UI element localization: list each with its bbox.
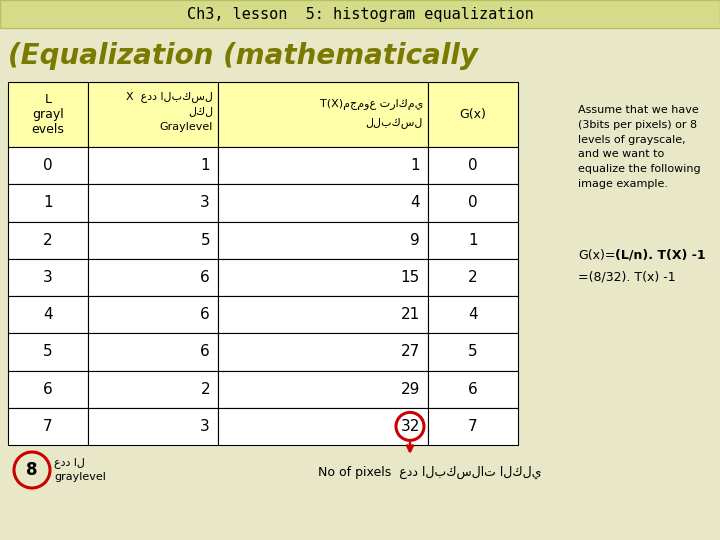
- Text: 6: 6: [200, 345, 210, 360]
- Text: لكل: لكل: [188, 106, 213, 117]
- Bar: [428, 82, 518, 147]
- Bar: [8, 333, 88, 370]
- Text: Ch3, lesson  5: histogram equalization: Ch3, lesson 5: histogram equalization: [186, 6, 534, 22]
- Bar: [218, 82, 428, 147]
- Bar: [218, 259, 428, 296]
- Bar: [8, 82, 88, 147]
- Bar: [8, 259, 88, 296]
- Bar: [428, 333, 518, 370]
- Text: 2: 2: [200, 382, 210, 396]
- Text: G(x)=: G(x)=: [578, 248, 616, 261]
- Text: 1: 1: [43, 195, 53, 211]
- Text: 5: 5: [200, 233, 210, 248]
- Text: =(8/32). T(x) -1: =(8/32). T(x) -1: [578, 271, 675, 284]
- Bar: [218, 147, 428, 184]
- Text: 32: 32: [400, 419, 420, 434]
- Bar: [88, 370, 218, 408]
- Bar: [88, 82, 218, 147]
- Bar: [88, 184, 218, 221]
- Text: Assume that we have
(3bits per pixels) or 8
levels of grayscale,
and we want to
: Assume that we have (3bits per pixels) o…: [578, 105, 701, 189]
- Bar: [8, 221, 88, 259]
- Bar: [218, 184, 428, 221]
- Text: 3: 3: [43, 270, 53, 285]
- Text: L
grayl
evels: L grayl evels: [32, 93, 64, 136]
- Bar: [428, 296, 518, 333]
- Text: 3: 3: [200, 195, 210, 211]
- Text: 7: 7: [43, 419, 53, 434]
- Text: عدد ال: عدد ال: [54, 457, 85, 469]
- Text: للبكسل: للبكسل: [366, 117, 423, 128]
- Bar: [88, 333, 218, 370]
- Bar: [428, 221, 518, 259]
- Text: 21: 21: [401, 307, 420, 322]
- Text: 7: 7: [468, 419, 478, 434]
- Text: 1: 1: [468, 233, 478, 248]
- Text: (L/n). T(X) -1: (L/n). T(X) -1: [615, 248, 706, 261]
- Text: 4: 4: [410, 195, 420, 211]
- Bar: [8, 408, 88, 445]
- Bar: [428, 259, 518, 296]
- Bar: [428, 147, 518, 184]
- Bar: [428, 370, 518, 408]
- Text: 27: 27: [401, 345, 420, 360]
- Text: 8: 8: [26, 461, 37, 479]
- Bar: [88, 259, 218, 296]
- Text: 1: 1: [410, 158, 420, 173]
- Text: 9: 9: [410, 233, 420, 248]
- Bar: [428, 184, 518, 221]
- Bar: [428, 408, 518, 445]
- Bar: [0, 0, 720, 28]
- Bar: [88, 221, 218, 259]
- Text: 15: 15: [401, 270, 420, 285]
- Text: 3: 3: [200, 419, 210, 434]
- Bar: [218, 221, 428, 259]
- Text: 6: 6: [200, 307, 210, 322]
- Text: 5: 5: [43, 345, 53, 360]
- Bar: [8, 184, 88, 221]
- Bar: [218, 296, 428, 333]
- Bar: [88, 408, 218, 445]
- Bar: [218, 333, 428, 370]
- Bar: [8, 370, 88, 408]
- Text: 2: 2: [468, 270, 478, 285]
- Text: 29: 29: [400, 382, 420, 396]
- Text: 6: 6: [200, 270, 210, 285]
- Text: 4: 4: [43, 307, 53, 322]
- Bar: [88, 147, 218, 184]
- Text: 1: 1: [200, 158, 210, 173]
- Text: 0: 0: [468, 158, 478, 173]
- Text: 6: 6: [43, 382, 53, 396]
- Text: 2: 2: [43, 233, 53, 248]
- Bar: [8, 147, 88, 184]
- Text: 5: 5: [468, 345, 478, 360]
- Text: 4: 4: [468, 307, 478, 322]
- Text: 6: 6: [468, 382, 478, 396]
- Text: 0: 0: [468, 195, 478, 211]
- Bar: [8, 296, 88, 333]
- Bar: [218, 408, 428, 445]
- Text: No of pixels  عدد البكسلات الكلي: No of pixels عدد البكسلات الكلي: [318, 465, 542, 478]
- Text: X  عدد البكسل: X عدد البكسل: [126, 91, 213, 102]
- Text: graylevel: graylevel: [54, 472, 106, 482]
- Text: Graylevel: Graylevel: [160, 123, 213, 132]
- Text: (Equalization (mathematically: (Equalization (mathematically: [8, 42, 478, 70]
- Text: G(x): G(x): [459, 108, 487, 121]
- Bar: [218, 370, 428, 408]
- Text: T(X)مجموع تراكمي: T(X)مجموع تراكمي: [320, 99, 423, 110]
- Bar: [88, 296, 218, 333]
- Text: 0: 0: [43, 158, 53, 173]
